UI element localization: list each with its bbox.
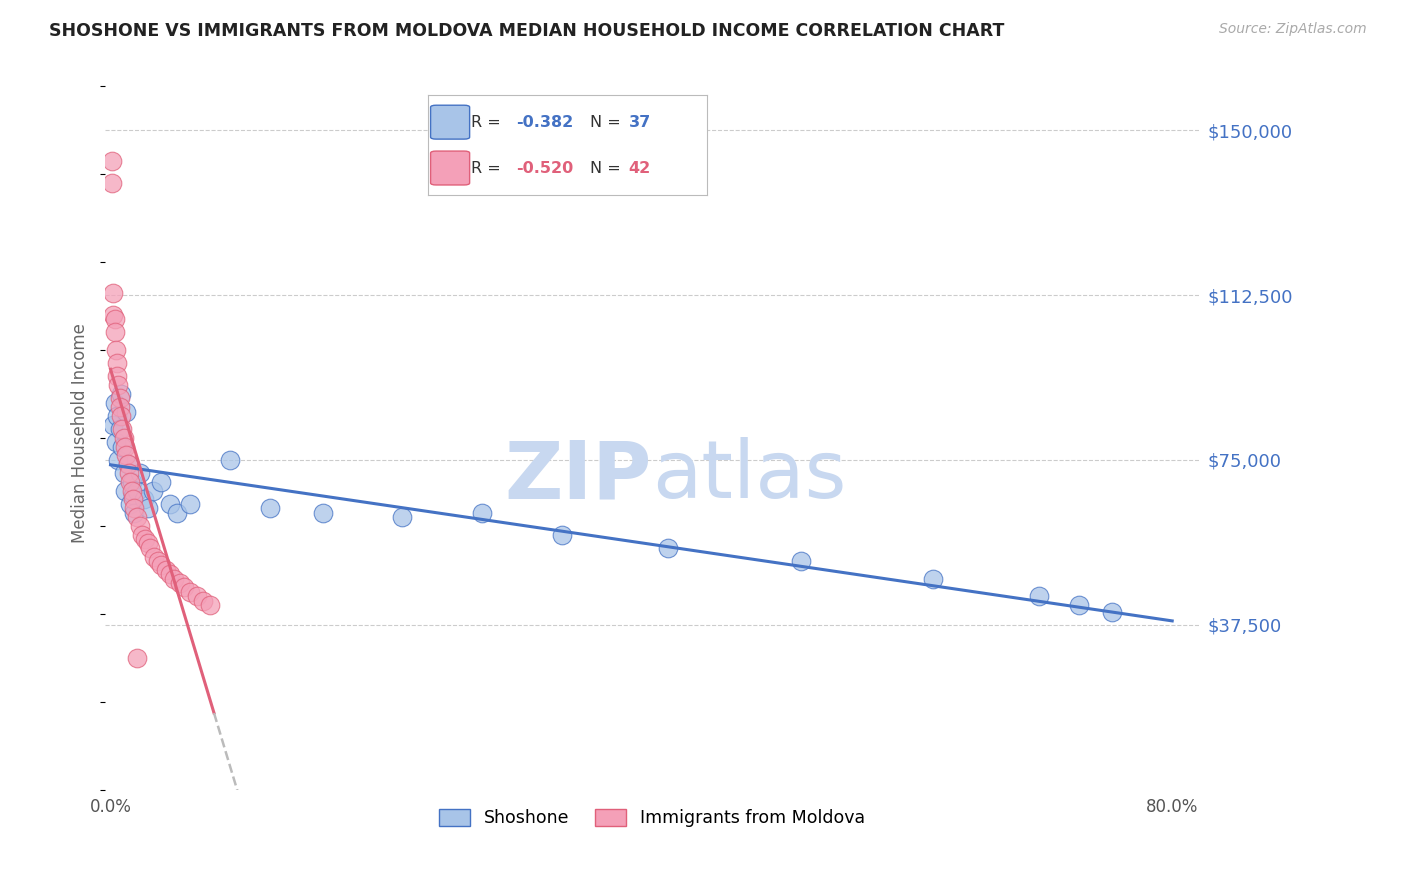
Point bbox=[103, 395, 125, 409]
Point bbox=[186, 589, 208, 603]
Point bbox=[198, 598, 221, 612]
Point bbox=[120, 475, 142, 489]
Text: Source: ZipAtlas.com: Source: ZipAtlas.com bbox=[1219, 22, 1367, 37]
Point bbox=[108, 392, 131, 406]
Point bbox=[312, 506, 335, 520]
Point bbox=[219, 453, 242, 467]
Point bbox=[122, 492, 145, 507]
Point bbox=[124, 501, 146, 516]
Point bbox=[179, 584, 201, 599]
Point bbox=[114, 440, 136, 454]
Point bbox=[134, 532, 156, 546]
Point bbox=[117, 457, 139, 471]
Point bbox=[101, 308, 124, 322]
Point bbox=[101, 417, 124, 432]
Point bbox=[110, 387, 132, 401]
Point bbox=[125, 510, 148, 524]
Point bbox=[922, 572, 945, 586]
Point bbox=[169, 576, 191, 591]
Point bbox=[142, 483, 165, 498]
Point bbox=[124, 506, 146, 520]
Point bbox=[115, 404, 138, 418]
Point bbox=[789, 554, 811, 568]
Point bbox=[259, 501, 281, 516]
Point bbox=[1069, 598, 1091, 612]
Point bbox=[1101, 605, 1123, 619]
Point bbox=[108, 400, 131, 414]
Point bbox=[115, 449, 138, 463]
Point bbox=[125, 650, 148, 665]
Point bbox=[143, 549, 166, 564]
Point bbox=[166, 506, 188, 520]
Point bbox=[101, 176, 124, 190]
Point bbox=[131, 527, 153, 541]
Point bbox=[155, 563, 177, 577]
Point bbox=[149, 558, 172, 573]
Y-axis label: Median Household Income: Median Household Income bbox=[72, 324, 89, 543]
Point bbox=[105, 369, 128, 384]
Point bbox=[125, 483, 148, 498]
Point bbox=[117, 457, 139, 471]
Text: atlas: atlas bbox=[652, 437, 846, 516]
Point bbox=[159, 497, 181, 511]
Point bbox=[104, 343, 127, 357]
Point bbox=[173, 580, 195, 594]
Point bbox=[118, 466, 141, 480]
Point bbox=[105, 356, 128, 370]
Point bbox=[132, 492, 155, 507]
Point bbox=[101, 153, 124, 168]
Point bbox=[107, 453, 129, 467]
Point bbox=[105, 409, 128, 423]
Point bbox=[128, 466, 150, 480]
Point bbox=[111, 422, 134, 436]
Point bbox=[121, 483, 143, 498]
Point bbox=[121, 475, 143, 489]
Point bbox=[179, 497, 201, 511]
Point bbox=[657, 541, 679, 555]
Point bbox=[108, 422, 131, 436]
Point bbox=[149, 475, 172, 489]
Point bbox=[193, 593, 215, 607]
Point bbox=[104, 435, 127, 450]
Point bbox=[112, 466, 135, 480]
Point bbox=[112, 431, 135, 445]
Point bbox=[148, 554, 170, 568]
Point bbox=[128, 518, 150, 533]
Point bbox=[136, 501, 159, 516]
Point bbox=[1028, 589, 1050, 603]
Point bbox=[122, 488, 145, 502]
Point bbox=[136, 536, 159, 550]
Text: SHOSHONE VS IMMIGRANTS FROM MOLDOVA MEDIAN HOUSEHOLD INCOME CORRELATION CHART: SHOSHONE VS IMMIGRANTS FROM MOLDOVA MEDI… bbox=[49, 22, 1004, 40]
Point bbox=[111, 440, 134, 454]
Text: ZIP: ZIP bbox=[505, 437, 652, 516]
Point bbox=[103, 312, 125, 326]
Point bbox=[120, 497, 142, 511]
Point bbox=[103, 326, 125, 340]
Point bbox=[159, 567, 181, 582]
Point bbox=[163, 572, 186, 586]
Point bbox=[107, 378, 129, 392]
Point bbox=[551, 527, 574, 541]
Point bbox=[391, 510, 413, 524]
Legend: Shoshone, Immigrants from Moldova: Shoshone, Immigrants from Moldova bbox=[432, 802, 872, 834]
Point bbox=[139, 541, 162, 555]
Point bbox=[110, 409, 132, 423]
Point bbox=[114, 483, 136, 498]
Point bbox=[471, 506, 494, 520]
Point bbox=[101, 285, 124, 300]
